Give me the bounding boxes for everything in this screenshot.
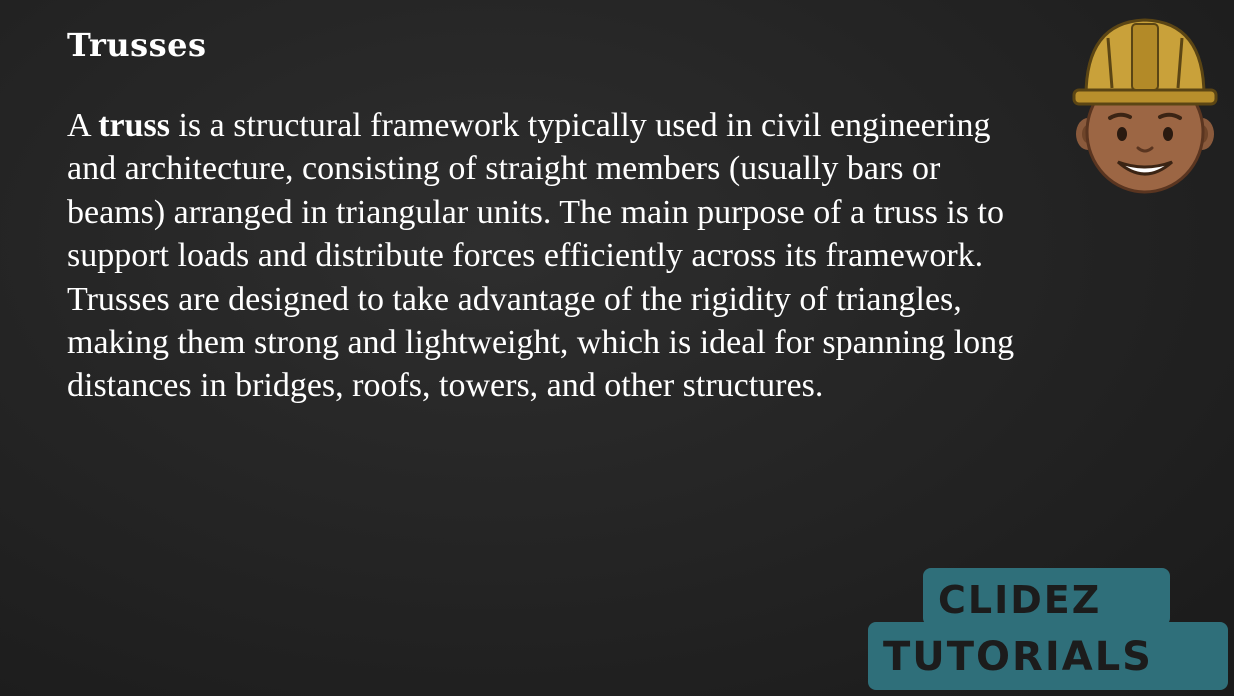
logo-box-top	[923, 568, 1170, 626]
logo-line-2: TUTORIALS	[883, 634, 1153, 680]
logo-box-bottom	[868, 622, 1228, 690]
logo-line-1: CLIDEZ	[938, 578, 1102, 622]
slide-paragraph: A truss is a structural framework typica…	[67, 104, 1027, 408]
slide-title: Trusses	[67, 26, 207, 64]
clidez-tutorials-logo: CLIDEZ TUTORIALS	[868, 568, 1230, 692]
paragraph-lead: A	[67, 107, 99, 144]
construction-worker-mascot-icon	[1072, 18, 1218, 194]
paragraph-rest: is a structural framework typically used…	[67, 107, 1015, 405]
paragraph-bold-term: truss	[98, 107, 170, 144]
